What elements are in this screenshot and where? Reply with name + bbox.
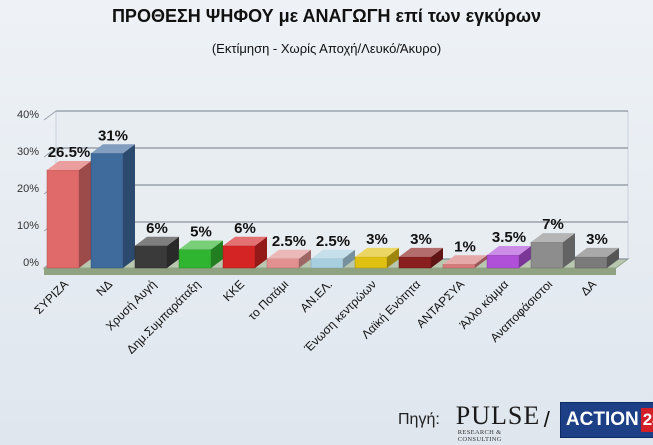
bar-top <box>91 144 135 154</box>
bar-top <box>487 246 531 256</box>
source-label: Πηγή: <box>398 411 440 428</box>
bar-top <box>267 249 311 259</box>
bar <box>486 254 520 269</box>
bar-top <box>399 247 443 257</box>
bar-value-label: 3.5% <box>492 229 526 246</box>
bar <box>90 153 124 269</box>
bar <box>178 249 212 269</box>
x-tick-label: ΚΚΕ <box>220 277 247 304</box>
y-tick-label: 30% <box>17 146 39 158</box>
bar-value-label: 7% <box>542 216 564 233</box>
bar-value-label: 2.5% <box>272 233 306 250</box>
bar-top <box>575 247 619 257</box>
bar-side <box>519 246 531 268</box>
x-tick-label: ΑΝ.ΕΛ. <box>297 277 335 315</box>
bar-value-label: 6% <box>146 220 168 237</box>
pulse-logo-sub: RESEARCH & CONSULTING <box>457 429 502 443</box>
bar-side <box>123 144 135 268</box>
bar <box>530 241 564 269</box>
x-tick-label: Δημ.Συμπαράταξη <box>124 277 203 356</box>
bar-side <box>563 233 575 268</box>
pulse-logo: PULSE RESEARCH & CONSULTING <box>454 401 539 443</box>
y-tick-label: 20% <box>17 183 39 195</box>
x-tick-label: ΝΔ <box>93 277 115 299</box>
bar-value-label: 5% <box>190 224 212 241</box>
gridline-diag <box>43 147 57 158</box>
bar-side <box>299 249 311 268</box>
x-tick-label: ΔΑ <box>578 277 599 298</box>
source-separator: / <box>543 407 550 432</box>
x-tick-label: το Ποτάμι <box>245 277 291 323</box>
bar <box>222 245 256 269</box>
plot-floor-edge <box>44 268 616 275</box>
bar <box>310 258 344 269</box>
bar-top <box>179 240 223 250</box>
action24-logo: ACTION 24 <box>559 402 653 438</box>
bar-top <box>531 233 575 243</box>
gridline-diag <box>43 110 57 121</box>
chart-subtitle: (Εκτίμηση - Χωρίς Αποχή/Λευκό/Άκυρο) <box>211 41 442 56</box>
source-credit: Πηγή: PULSE RESEARCH & CONSULTING / ACTI… <box>398 401 653 443</box>
bar-top <box>47 160 91 170</box>
bar <box>46 169 80 269</box>
bar-top <box>443 255 487 265</box>
bar <box>398 256 432 269</box>
action24-logo-text: ACTION <box>565 409 639 430</box>
bar <box>442 264 476 269</box>
bar-side <box>343 249 355 268</box>
bar-side <box>79 160 91 268</box>
bar <box>134 245 168 269</box>
y-tick-label: 0% <box>23 257 39 269</box>
bar-side <box>255 236 267 268</box>
bar-side <box>431 247 443 268</box>
action24-logo-number: 24 <box>640 408 653 432</box>
bar-side <box>167 236 179 268</box>
bar-value-label: 31% <box>98 127 128 144</box>
bar-top <box>355 247 399 257</box>
pulse-logo-word: PULSE <box>455 401 541 430</box>
bar-side <box>607 247 619 268</box>
bar-value-label: 3% <box>586 231 608 248</box>
bar-value-label: 2.5% <box>316 233 350 250</box>
bar-top <box>135 236 179 246</box>
bar-side <box>387 247 399 268</box>
bar-value-label: 6% <box>234 220 256 237</box>
bar-value-label: 3% <box>366 231 388 248</box>
bar-value-label: 3% <box>410 231 432 248</box>
bar <box>354 256 388 269</box>
bar <box>266 258 300 269</box>
bar-top <box>223 236 267 246</box>
y-tick-label: 10% <box>17 220 39 232</box>
bar-value-label: 26.5% <box>48 144 91 161</box>
bar-side <box>475 255 487 268</box>
bar-top <box>311 249 355 259</box>
bar-side <box>211 240 223 268</box>
bar <box>574 256 608 269</box>
bar-value-label: 1% <box>454 238 476 255</box>
chart-title: ΠΡΟΘΕΣΗ ΨΗΦΟΥ με ΑΝΑΓΩΓΗ επί των εγκύρων <box>111 6 542 26</box>
y-tick-label: 40% <box>17 109 39 121</box>
x-tick-label: ΣΥΡΙΖΑ <box>31 277 71 317</box>
